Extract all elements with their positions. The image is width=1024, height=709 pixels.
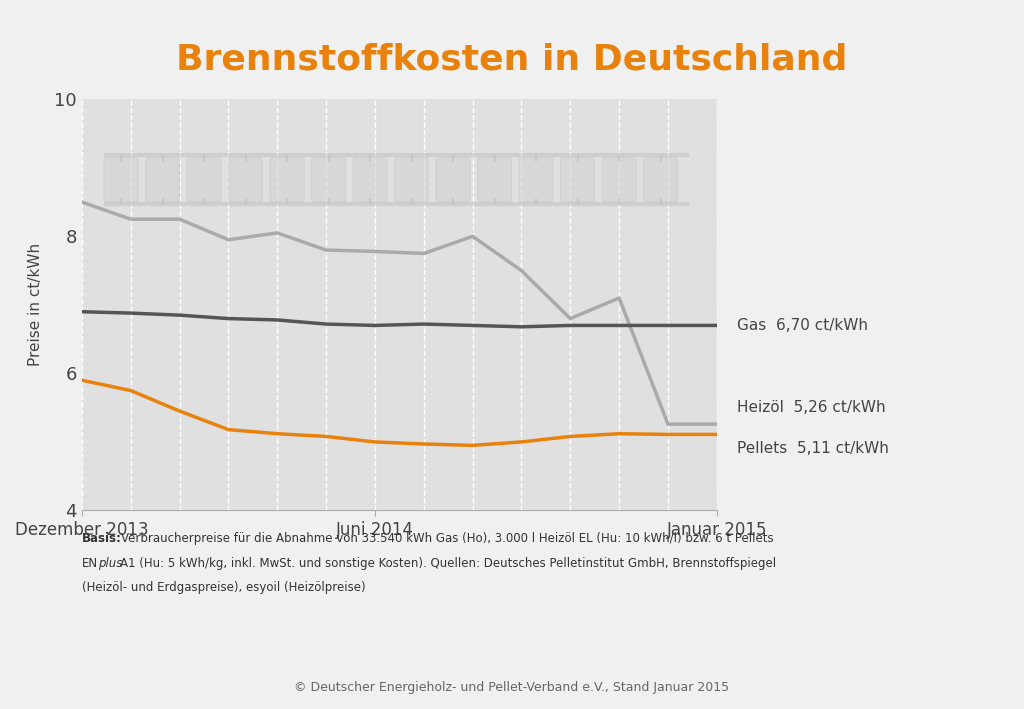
FancyBboxPatch shape (394, 157, 429, 202)
FancyBboxPatch shape (560, 157, 595, 202)
FancyBboxPatch shape (353, 157, 387, 202)
FancyBboxPatch shape (519, 157, 553, 202)
Text: Brennstoffkosten in Deutschland: Brennstoffkosten in Deutschland (176, 43, 848, 77)
FancyBboxPatch shape (477, 157, 512, 202)
FancyBboxPatch shape (643, 157, 678, 202)
Text: Verbraucherpreise für die Abnahme von 33.540 kWh Gas (Ho), 3.000 l Heizöl EL (Hu: Verbraucherpreise für die Abnahme von 33… (121, 532, 773, 545)
Text: Gas  6,70 ct/kWh: Gas 6,70 ct/kWh (737, 318, 868, 333)
Y-axis label: Preise in ct/kWh: Preise in ct/kWh (29, 243, 43, 367)
Text: Pellets  5,11 ct/kWh: Pellets 5,11 ct/kWh (737, 441, 889, 457)
Text: A1 (Hu: 5 kWh/kg, inkl. MwSt. und sonstige Kosten). Quellen: Deutsches Pelletins: A1 (Hu: 5 kWh/kg, inkl. MwSt. und sonsti… (120, 557, 776, 569)
Text: (Heizöl- und Erdgaspreise), esyoil (Heizölpreise): (Heizöl- und Erdgaspreise), esyoil (Heiz… (82, 581, 366, 594)
FancyBboxPatch shape (270, 157, 304, 202)
Text: EN: EN (82, 557, 98, 569)
Text: Basis:: Basis: (82, 532, 122, 545)
Text: plus: plus (98, 557, 123, 569)
FancyBboxPatch shape (311, 157, 346, 202)
FancyBboxPatch shape (145, 157, 179, 202)
FancyBboxPatch shape (436, 157, 470, 202)
FancyBboxPatch shape (228, 157, 262, 202)
FancyBboxPatch shape (187, 157, 221, 202)
Text: Heizöl  5,26 ct/kWh: Heizöl 5,26 ct/kWh (737, 400, 886, 415)
FancyBboxPatch shape (103, 157, 138, 202)
Text: © Deutscher Energieholz- und Pellet-Verband e.V., Stand Januar 2015: © Deutscher Energieholz- und Pellet-Verb… (295, 681, 729, 693)
FancyBboxPatch shape (602, 157, 636, 202)
